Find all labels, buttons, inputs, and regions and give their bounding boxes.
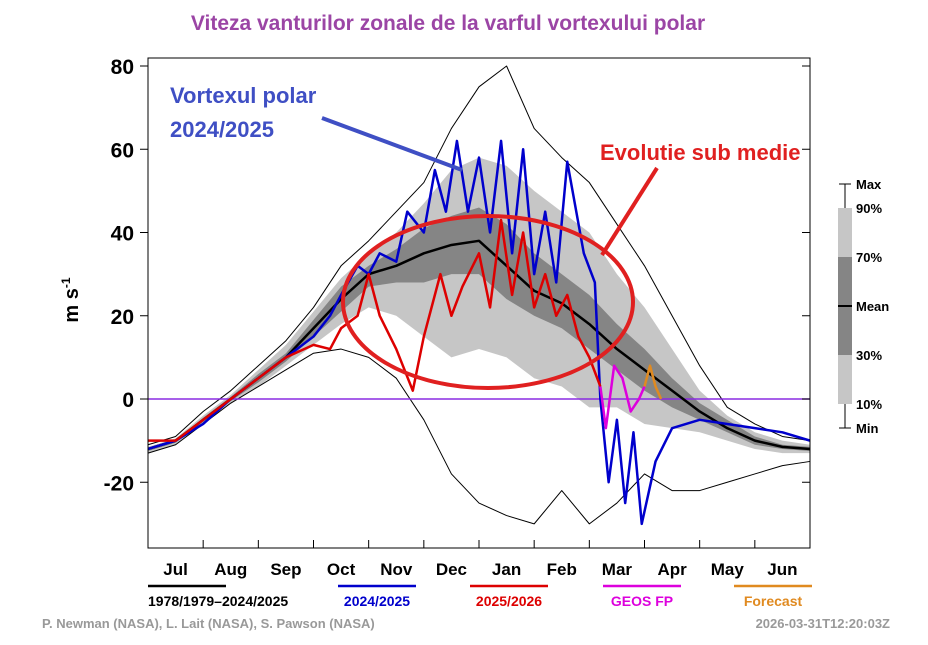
annotation-vortex-year: 2024/2025: [170, 117, 274, 142]
x-tick-label: Jul: [163, 560, 188, 579]
legend-label: 2024/2025: [344, 593, 410, 609]
max-line: [147, 65, 811, 446]
legend-label: Forecast: [744, 593, 803, 609]
series-2024-2025: [147, 139, 811, 526]
x-tick-label: Aug: [214, 560, 247, 579]
x-tick-label: Nov: [380, 560, 413, 579]
timestamp: 2026-03-31T12:20:03Z: [756, 616, 890, 631]
series-forecast: [643, 364, 663, 400]
legend-label: GEOS FP: [611, 593, 673, 609]
x-tick-label: Mar: [602, 560, 633, 579]
y-tick-label: 40: [111, 223, 134, 246]
band-10-90: [148, 157, 810, 454]
x-tick-label: Dec: [436, 560, 467, 579]
legend-box-label: Mean: [856, 299, 889, 314]
legend-label: 2025/2026: [476, 593, 542, 609]
x-tick-label: Jun: [767, 560, 797, 579]
annotation-vortex-arrow: [321, 116, 463, 172]
x-tick-label: May: [711, 560, 745, 579]
y-tick-label: 0: [122, 389, 134, 412]
x-tick-label: Oct: [327, 560, 356, 579]
series-geos-fp: [599, 364, 646, 430]
legend-box-label: Min: [856, 421, 878, 436]
y-axis-label: m s-1: [59, 277, 83, 322]
y-tick-label: 80: [111, 56, 134, 79]
legend-box-label: 90%: [856, 201, 882, 216]
annotation-vortex: Vortexul polar: [170, 83, 317, 108]
legend-box-label: 30%: [856, 348, 882, 363]
x-tick-label: Apr: [657, 560, 687, 579]
y-tick-label: -20: [104, 472, 134, 495]
annotation-below-mean: Evolutie sub medie: [600, 140, 801, 165]
x-tick-label: Feb: [547, 560, 577, 579]
legend-box-label: Max: [856, 177, 882, 192]
annotation-ellipse: [341, 214, 635, 390]
credits: P. Newman (NASA), L. Lait (NASA), S. Paw…: [42, 616, 375, 631]
band-30-70: [148, 207, 810, 452]
annotation-below-arrow: [600, 166, 659, 257]
legend-box-label: 10%: [856, 397, 882, 412]
series-2025-2026: [148, 218, 602, 442]
x-tick-label: Sep: [270, 560, 301, 579]
y-tick-label: 20: [111, 306, 134, 329]
legend-box-label: 70%: [856, 250, 882, 265]
legend-label: 1978/1979–2024/2025: [148, 593, 288, 609]
percentile-legend: Max 90% 70% Mean 30% 10% Min: [838, 177, 889, 436]
x-tick-label: Jan: [492, 560, 521, 579]
min-line: [147, 348, 811, 525]
y-tick-label: 60: [111, 139, 134, 162]
chart-title: Viteza vanturilor zonale de la varful vo…: [191, 12, 705, 35]
